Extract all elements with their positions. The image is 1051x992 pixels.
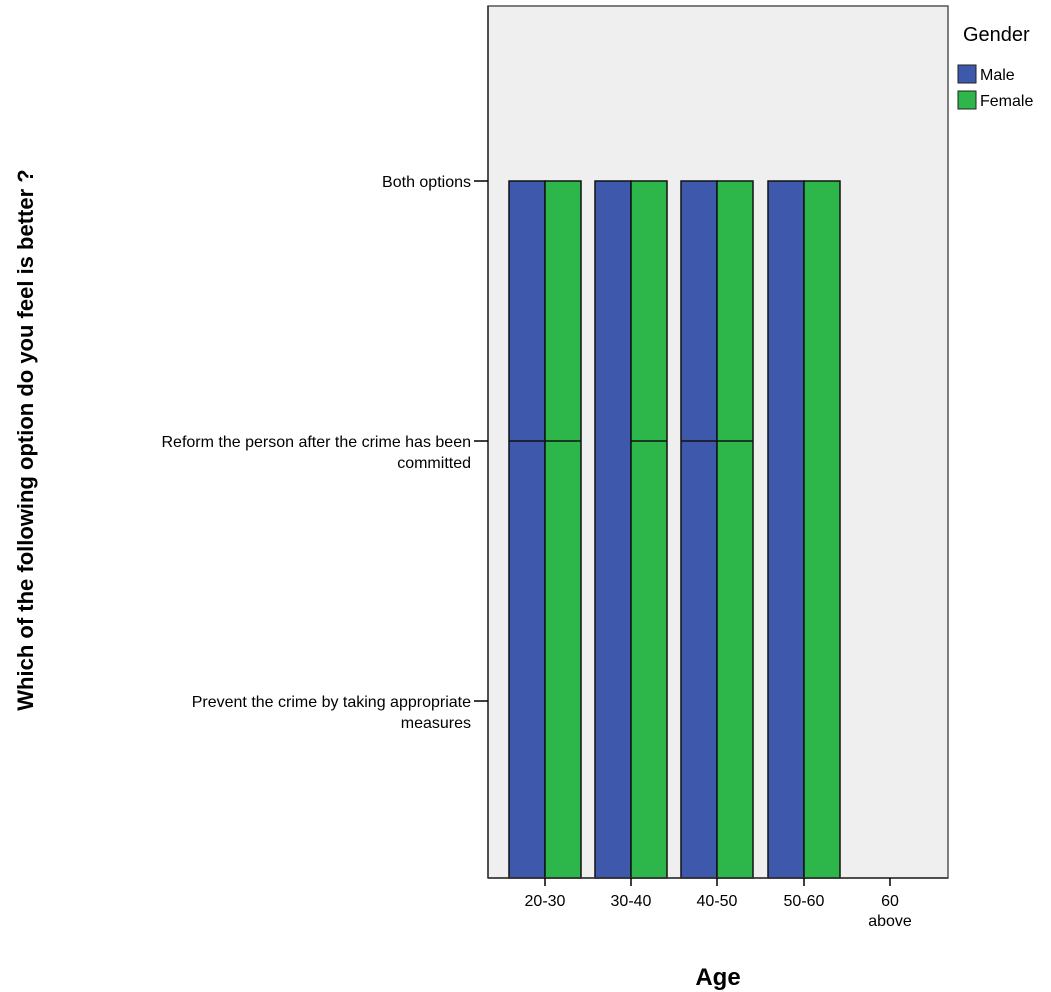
legend-title: Gender xyxy=(963,24,1030,46)
legend-swatch-female xyxy=(957,90,977,110)
x-axis-title: Age xyxy=(695,964,740,991)
y-tick-label: committed xyxy=(397,455,471,472)
y-axis-title: Which of the following option do you fee… xyxy=(13,169,38,710)
legend-label-female: Female xyxy=(980,93,1033,110)
y-tick-label: Prevent the crime by taking appropriate xyxy=(192,694,471,711)
bars-layer xyxy=(508,180,841,879)
y-tick-label: measures xyxy=(401,715,471,732)
legend-swatch-male xyxy=(957,64,977,84)
x-tick-label: 60 xyxy=(881,893,899,910)
bar-male-20-30 xyxy=(508,180,546,879)
y-tick-label: Both options xyxy=(382,174,471,191)
legend: Gender Male Female xyxy=(957,24,1033,110)
x-tick-label: above xyxy=(868,913,912,930)
x-tick-label: 40-50 xyxy=(697,893,738,910)
bar-female-50-60 xyxy=(803,180,841,879)
bar-female-30-40 xyxy=(630,180,668,879)
x-tick-label: 20-30 xyxy=(525,893,566,910)
bar-female-20-30 xyxy=(544,180,582,879)
bar-female-40-50 xyxy=(716,180,754,879)
y-tick-label: Reform the person after the crime has be… xyxy=(162,434,472,451)
bar-male-40-50 xyxy=(680,180,718,879)
x-tick-label: 30-40 xyxy=(611,893,652,910)
x-tick-label: 50-60 xyxy=(784,893,825,910)
legend-items: Male Female xyxy=(957,64,1033,110)
x-ticks-layer: 20-30 30-40 40-50 50-60 60 above xyxy=(525,878,912,930)
bar-male-50-60 xyxy=(767,180,805,879)
bar-male-30-40 xyxy=(594,180,632,879)
y-ticks-layer: Prevent the crime by taking appropriate m… xyxy=(162,174,488,732)
legend-label-male: Male xyxy=(980,67,1015,84)
